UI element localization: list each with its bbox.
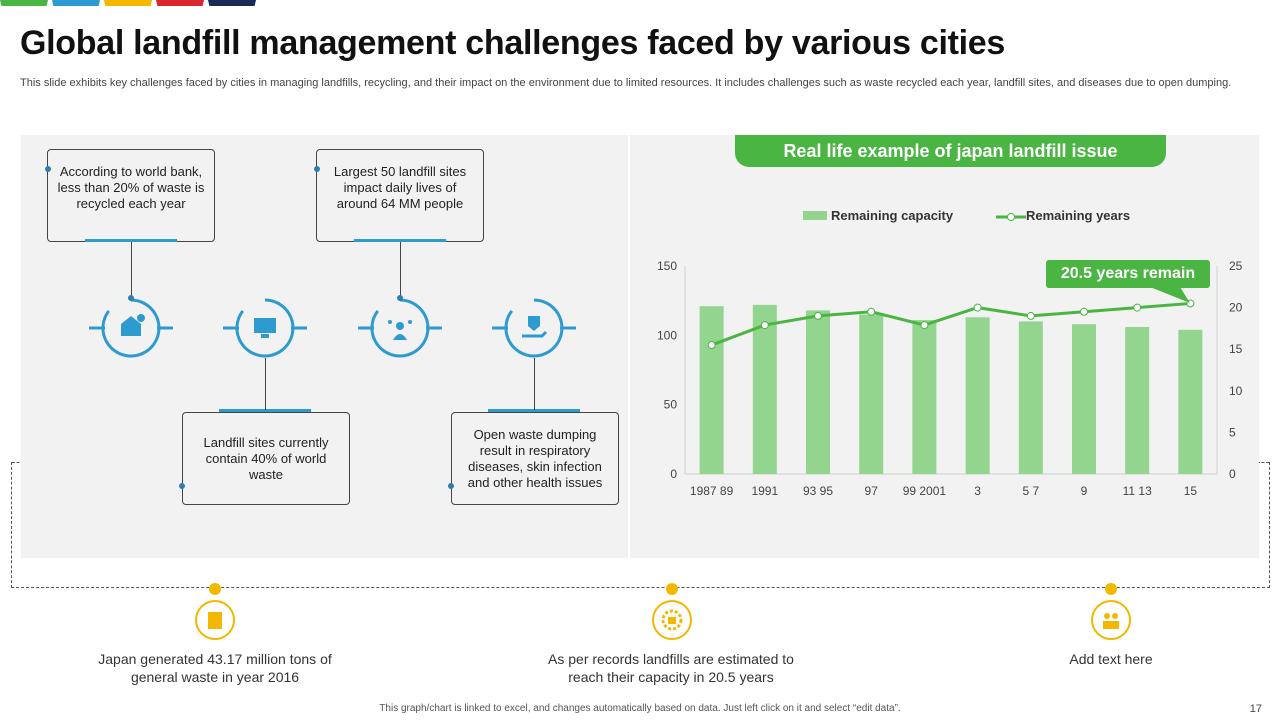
- box-accent: [219, 409, 311, 412]
- capacity-bar: [859, 314, 884, 474]
- x-tick-label: 97: [865, 484, 879, 498]
- box-dot: [448, 483, 454, 489]
- capacity-bar: [965, 317, 990, 474]
- capacity-bar: [806, 310, 830, 474]
- years-point: [867, 307, 876, 316]
- box-dot: [45, 166, 51, 172]
- health-hand-icon: [492, 298, 576, 358]
- years-point: [1080, 307, 1088, 316]
- capacity-bar: [1018, 321, 1043, 474]
- strip-blue: [52, 0, 100, 6]
- fact-text-3: Add text here: [1069, 651, 1153, 667]
- right-tick-label: 10: [1229, 384, 1243, 398]
- challenge-box-1: According to world bank, less than 20% o…: [47, 149, 215, 242]
- challenge-box-4: Open waste dumping result in respiratory…: [451, 412, 619, 505]
- challenge-box-3: Largest 50 landfill sites impact daily l…: [316, 149, 484, 242]
- computer-icon: [223, 298, 307, 358]
- legend-label: Remaining years: [1026, 208, 1131, 223]
- box-accent: [354, 239, 446, 242]
- years-point: [707, 341, 716, 350]
- box-dot: [179, 483, 185, 489]
- dashed-frame: [11, 462, 1270, 588]
- legend-swatch-line: [996, 212, 1026, 221]
- right-tick-label: 25: [1229, 259, 1243, 273]
- connector: [400, 242, 401, 298]
- challenge-text: Open waste dumping result in respiratory…: [467, 427, 603, 490]
- box-dot: [314, 166, 320, 172]
- years-point: [920, 321, 929, 330]
- years-point: [760, 321, 769, 330]
- legend-label: Remaining capacity: [831, 208, 954, 223]
- years-point: [1026, 311, 1035, 320]
- graph-title: Real life example of japan landfill issu…: [735, 135, 1166, 167]
- left-tick-label: 150: [657, 259, 677, 273]
- capacity-bar: [1072, 324, 1096, 474]
- box-accent: [488, 409, 580, 412]
- connector: [534, 358, 535, 410]
- strip-green: [0, 0, 48, 6]
- fact-dot: [209, 583, 221, 595]
- years-line: [711, 301, 1191, 347]
- legend-item-capacity: Remaining capacity: [803, 208, 953, 223]
- challenge-text: Largest 50 landfill sites impact daily l…: [333, 164, 467, 211]
- x-tick-label: 1987 89: [690, 484, 734, 498]
- x-tick-label: 5 7: [1022, 484, 1039, 498]
- capacity-bar: [1125, 327, 1150, 474]
- capacity-bar: [912, 320, 937, 474]
- fact-text-1: Japan generated 43.17 million tons of ge…: [98, 651, 332, 685]
- right-tick-label: 15: [1229, 342, 1243, 356]
- challenge-text: Landfill sites currently contain 40% of …: [203, 435, 329, 482]
- x-tick-label: 9: [1081, 484, 1088, 498]
- x-tick-label: 3: [974, 484, 981, 498]
- years-point: [973, 303, 982, 312]
- connector: [265, 358, 266, 410]
- combo-chart: 0 50 100 150 0 5 10 15 20 25 1987 89 1991 93 95 97 99 …: [657, 259, 1243, 498]
- left-tick-label: 0: [670, 467, 677, 481]
- right-tick-label: 20: [1229, 301, 1243, 315]
- capacity-bar: [699, 306, 724, 474]
- capacity-bar: [752, 304, 777, 474]
- page-subtitle: This slide exhibits key challenges faced…: [20, 77, 1232, 89]
- fact-dot: [1105, 583, 1117, 595]
- connector: [131, 242, 132, 298]
- x-tick-label: 99 2001: [903, 484, 947, 498]
- strip-red: [156, 0, 204, 6]
- x-tick-label: 11 13: [1123, 484, 1152, 498]
- x-tick-label: 93 95: [803, 484, 833, 498]
- footer-note: This graph/chart is linked to excel, and…: [379, 703, 901, 714]
- recycle-money-icon: [89, 295, 173, 358]
- callout-pointer: [1150, 287, 1190, 303]
- strip-navy: [208, 0, 256, 6]
- legend-swatch-bar: [803, 211, 827, 220]
- callout-label: 20.5 years remain: [1046, 260, 1210, 288]
- legend-item-years: Remaining years: [996, 208, 1130, 223]
- fact-text-2: As per records landfills are estimated t…: [548, 651, 794, 685]
- right-tick-label: 5: [1229, 425, 1236, 439]
- challenge-box-2: Landfill sites currently contain 40% of …: [182, 412, 350, 505]
- page-number: 17: [1249, 703, 1262, 715]
- team-icon: [1091, 600, 1131, 640]
- people-network-icon: [358, 295, 442, 358]
- left-tick-label: 100: [657, 328, 677, 342]
- left-tick-label: 50: [664, 398, 678, 412]
- x-tick-label: 15: [1184, 484, 1198, 498]
- challenge-text: According to world bank, less than 20% o…: [57, 164, 205, 211]
- years-point: [814, 311, 822, 320]
- fact-dot: [666, 583, 678, 595]
- chart-panel: [630, 135, 1259, 558]
- page-title: Global landfill management challenges fa…: [20, 24, 1006, 62]
- capacity-bar: [1178, 329, 1203, 474]
- factory-gear-icon: [652, 600, 692, 640]
- years-point: [1133, 303, 1142, 312]
- waste-bin-icon: [195, 600, 235, 640]
- x-tick-label: 1991: [751, 484, 778, 498]
- right-tick-label: 0: [1229, 467, 1236, 481]
- box-accent: [85, 239, 177, 242]
- strip-yellow: [104, 0, 152, 6]
